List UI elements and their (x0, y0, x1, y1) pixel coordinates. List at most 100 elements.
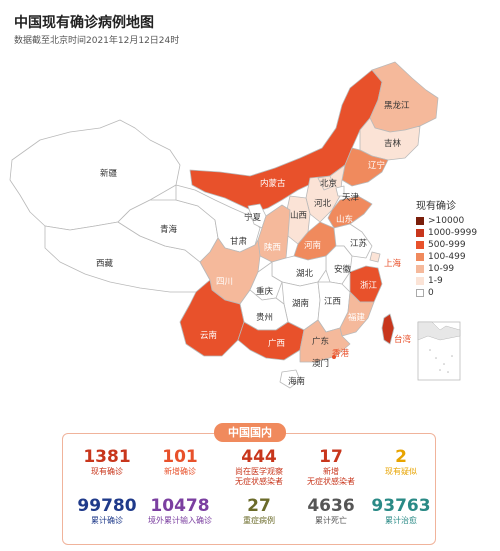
stat-label: 累计治愈 (385, 516, 417, 525)
legend-title: 现有确诊 (416, 201, 456, 212)
row1-stat: 444 尚在医学观察 无症状感染者 (219, 447, 299, 487)
label-hainan: 海南 (288, 376, 305, 387)
macao-marker[interactable] (324, 358, 328, 362)
legend-label: 10-99 (428, 264, 455, 274)
stat-value: 93763 (371, 496, 431, 516)
label-shanxi: 山西 (290, 210, 307, 221)
province-fujian[interactable] (339, 291, 375, 337)
legend-item: 0 (416, 287, 477, 299)
stats-header: 中国国内 (214, 423, 286, 442)
legend-label: 1-9 (428, 276, 443, 286)
row2-stat: 93763 累计治愈 (361, 496, 441, 526)
stat-value: 17 (319, 447, 343, 467)
stat-value: 27 (247, 496, 271, 516)
legend-label: 0 (428, 288, 434, 298)
stat-label: 累计死亡 (315, 516, 347, 525)
stat-value: 2 (395, 447, 407, 467)
province-jilin[interactable] (359, 117, 421, 161)
province-guangdong[interactable] (299, 319, 351, 363)
province-tianjin[interactable] (335, 185, 345, 197)
legend-item: >10000 (416, 215, 477, 227)
stat-label: 尚在医学观察 无症状感染者 (235, 467, 283, 486)
label-hebei: 河北 (314, 198, 332, 209)
label-beijing: 北京 (320, 178, 337, 189)
label-shandong: 山东 (336, 214, 353, 225)
label-guangdong: 广东 (312, 336, 329, 347)
legend-item: 1-9 (416, 275, 477, 287)
province-xinjiang[interactable] (9, 119, 181, 231)
stat-label: 现有疑似 (385, 467, 417, 476)
row1-stat: 101 新增确诊 (140, 447, 220, 477)
label-sichuan: 四川 (216, 277, 233, 287)
china-map: 新疆 西藏 青海 甘肃 内蒙古 黑龙江 吉林 辽宁 北京 天津 河北 山西 宁夏… (9, 61, 461, 389)
stat-label: 现有确诊 (91, 467, 123, 476)
stat-label: 重症病例 (243, 516, 275, 525)
legend-swatch (416, 241, 424, 249)
stat-value: 1381 (83, 447, 131, 467)
legend-label: 100-499 (428, 252, 466, 262)
label-jilin: 吉林 (384, 138, 402, 149)
stat-value: 444 (241, 447, 277, 467)
label-liaoning: 辽宁 (368, 160, 385, 171)
label-guangxi: 广西 (268, 338, 285, 349)
province-taiwan[interactable] (381, 313, 395, 345)
label-xianggang: 香港 (332, 348, 350, 359)
legend-swatch (416, 277, 424, 285)
stat-value: 101 (162, 447, 198, 467)
label-yunnan: 云南 (200, 330, 217, 341)
label-anhui: 安徽 (334, 264, 352, 275)
stat-value: 99780 (77, 496, 137, 516)
label-neimenggu: 内蒙古 (260, 178, 286, 189)
legend-item: 500-999 (416, 239, 477, 251)
legend-swatch (416, 229, 424, 237)
label-taiwan: 台湾 (394, 334, 412, 345)
province-shandong[interactable] (327, 195, 373, 229)
label-fujian: 福建 (348, 312, 366, 323)
row1-stat: 17 新增 无症状感染者 (291, 447, 371, 487)
province-beijing[interactable] (317, 175, 335, 191)
inset-land (417, 321, 461, 341)
label-chongqing: 重庆 (256, 286, 274, 297)
label-tianjin: 天津 (342, 192, 360, 203)
legend-item: 100-499 (416, 251, 477, 263)
legend-label: >10000 (428, 216, 465, 226)
legend-swatch (416, 289, 424, 297)
row2-stat: 99780 累计确诊 (67, 496, 147, 526)
legend-label: 500-999 (428, 240, 466, 250)
label-jiangsu: 江苏 (350, 238, 368, 249)
stat-label: 新增 无症状感染者 (307, 467, 355, 486)
inset-islands (429, 349, 453, 373)
row1-stat: 1381 现有确诊 (67, 447, 147, 477)
row2-stat: 10478 境外累计输入确诊 (140, 496, 220, 526)
province-hainan[interactable] (279, 369, 301, 389)
map-legend: 现有确诊 >10000 1000-9999 500-999 100-499 10-99 1… (416, 197, 477, 299)
label-xizang: 西藏 (96, 258, 114, 269)
province-neimenggu[interactable] (189, 69, 383, 213)
label-heilongjiang: 黑龙江 (384, 100, 410, 111)
stat-label: 境外累计输入确诊 (148, 516, 212, 525)
row1-stat: 2 现有疑似 (361, 447, 441, 477)
province-shanghai[interactable] (369, 251, 381, 263)
label-aomen: 澳门 (312, 358, 329, 369)
province-heilongjiang[interactable] (369, 61, 439, 133)
stat-value: 10478 (150, 496, 210, 516)
label-qinghai: 青海 (160, 224, 178, 235)
page-title: 中国现有确诊病例地图 (14, 15, 154, 31)
stat-value: 4636 (307, 496, 355, 516)
label-guizhou: 贵州 (256, 312, 273, 323)
legend-swatch (416, 265, 424, 273)
label-henan: 河南 (304, 240, 321, 251)
stat-label: 累计确诊 (91, 516, 123, 525)
page-subtitle: 数据截至北京时间2021年12月12日24时 (14, 36, 180, 46)
label-shaanxi: 陕西 (264, 242, 281, 253)
legend-swatch (416, 217, 424, 225)
label-hubei: 湖北 (296, 269, 314, 279)
stat-label: 新增确诊 (164, 467, 196, 476)
label-jiangxi: 江西 (324, 297, 341, 307)
row2-stat: 4636 累计死亡 (291, 496, 371, 526)
label-gansu: 甘肃 (230, 236, 248, 247)
hongkong-marker[interactable] (332, 355, 336, 359)
label-shanghai: 上海 (384, 258, 402, 269)
label-xinjiang: 新疆 (100, 168, 118, 179)
label-hunan: 湖南 (292, 298, 309, 309)
